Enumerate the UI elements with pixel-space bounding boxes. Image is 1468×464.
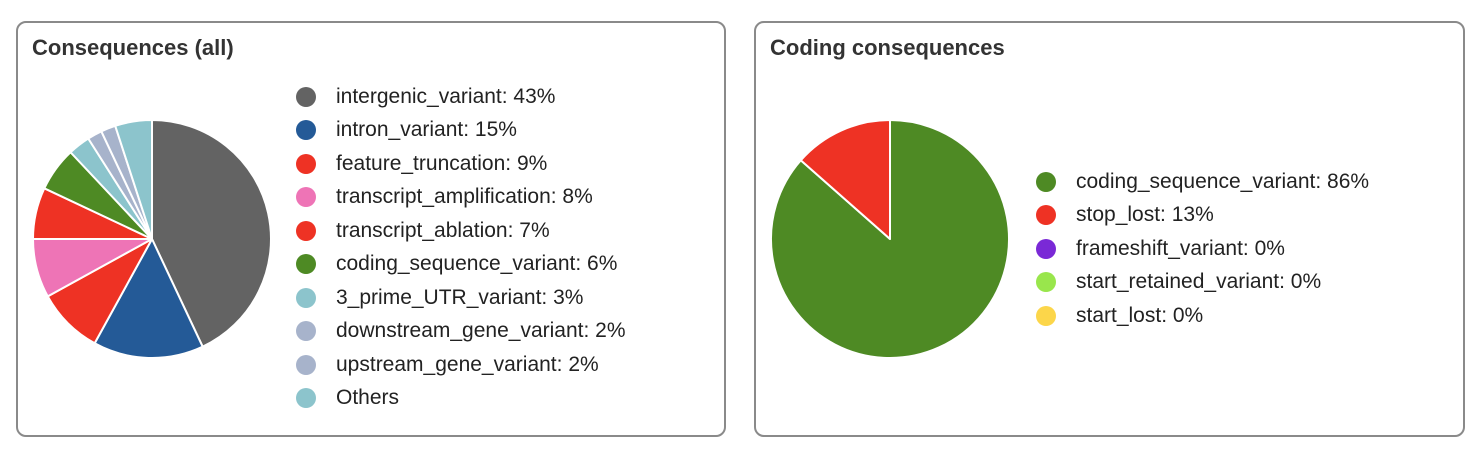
legend-item-frameshift-variant: frameshift_variant: 0%: [1036, 232, 1369, 266]
legend-dot-icon: [296, 287, 316, 308]
legend-label: stop_lost: 13%: [1076, 203, 1214, 227]
legend-item-upstream-gene-variant: upstream_gene_variant: 2%: [296, 348, 626, 382]
legend-dot-icon: [1036, 171, 1056, 192]
consequences-all-panel: Consequences (all) intergenic_variant: 4…: [16, 21, 726, 437]
legend-item-intron-variant: intron_variant: 15%: [296, 114, 626, 148]
legend-dot-icon: [296, 388, 316, 409]
legend-label: frameshift_variant: 0%: [1076, 236, 1285, 260]
legend-label: start_retained_variant: 0%: [1076, 270, 1322, 294]
legend-item-stop-lost: stop_lost: 13%: [1036, 199, 1369, 233]
legend-dot-icon: [296, 321, 316, 342]
legend-label: 3_prime_UTR_variant: 3%: [336, 285, 584, 309]
legend-item-others: Others: [296, 382, 626, 416]
legend-item-start-lost: start_lost: 0%: [1036, 299, 1369, 333]
legend-label: start_lost: 0%: [1076, 303, 1204, 327]
legend-dot-icon: [1036, 205, 1056, 226]
legend-dot-icon: [296, 254, 316, 275]
legend-label: downstream_gene_variant: 2%: [336, 319, 626, 343]
legend-item-coding-sequence-variant: coding_sequence_variant: 86%: [1036, 165, 1369, 199]
chart-title: Consequences (all): [32, 35, 234, 60]
legend-label: coding_sequence_variant: 6%: [336, 252, 618, 276]
legend-dot-icon: [296, 220, 316, 241]
legend-dot-icon: [296, 120, 316, 141]
pie-slice-stop-lost: [799, 119, 891, 240]
coding-consequences-legend: coding_sequence_variant: 86% stop_lost: 1…: [1036, 165, 1369, 333]
consequences-all-legend: intergenic_variant: 43% intron_variant: 1…: [296, 80, 626, 415]
legend-item-start-retained-variant: start_retained_variant: 0%: [1036, 266, 1369, 300]
legend-item-intergenic-variant: intergenic_variant: 43%: [296, 80, 626, 114]
legend-item-feature-truncation: feature_truncation: 9%: [296, 147, 626, 181]
pie-slice-intergenic-variant: [151, 119, 272, 348]
coding-consequences-pie: [770, 119, 1010, 359]
legend-item-downstream-gene-variant: downstream_gene_variant: 2%: [296, 315, 626, 349]
legend-dot-icon: [296, 354, 316, 375]
legend-label: coding_sequence_variant: 86%: [1076, 169, 1370, 193]
legend-label: Others: [336, 386, 400, 410]
legend-item-3-prime-utr-variant: 3_prime_UTR_variant: 3%: [296, 281, 626, 315]
legend-dot-icon: [1036, 305, 1056, 326]
legend-label: intergenic_variant: 43%: [336, 84, 556, 108]
consequences-all-pie: [32, 119, 272, 359]
legend-label: intron_variant: 15%: [336, 118, 517, 142]
coding-consequences-panel: Coding consequences coding_sequence_vari…: [754, 21, 1465, 437]
legend-dot-icon: [296, 86, 316, 107]
legend-label: transcript_amplification: 8%: [336, 185, 593, 209]
legend-item-coding-sequence-variant: coding_sequence_variant: 6%: [296, 248, 626, 282]
legend-dot-icon: [1036, 238, 1056, 259]
legend-item-transcript-amplification: transcript_amplification: 8%: [296, 181, 626, 215]
legend-label: transcript_ablation: 7%: [336, 218, 550, 242]
legend-dot-icon: [296, 187, 316, 208]
legend-label: upstream_gene_variant: 2%: [336, 352, 599, 376]
pie-slice-intron-variant: [93, 238, 204, 359]
chart-title: Coding consequences: [770, 35, 1005, 60]
legend-item-transcript-ablation: transcript_ablation: 7%: [296, 214, 626, 248]
pie-slice-others: [114, 119, 153, 240]
legend-dot-icon: [1036, 272, 1056, 293]
legend-dot-icon: [296, 153, 316, 174]
legend-label: feature_truncation: 9%: [336, 151, 548, 175]
